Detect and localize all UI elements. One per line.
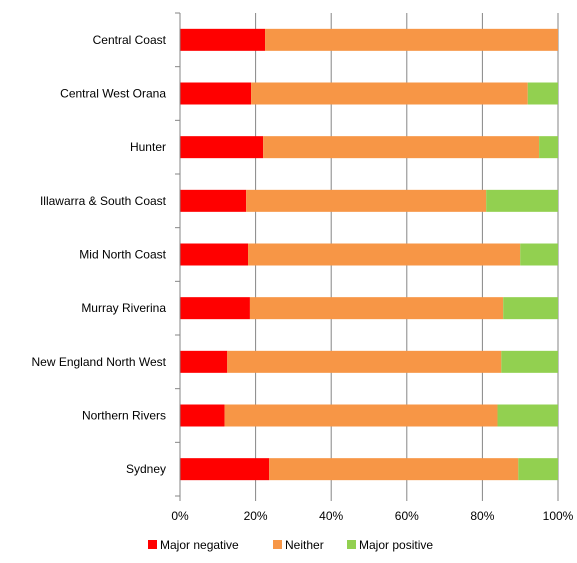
legend: Major negative Neither Major positive xyxy=(148,538,433,552)
category-label-sydney: Sydney xyxy=(126,462,166,476)
bars xyxy=(180,28,558,481)
bar-mid-north-coast-neither xyxy=(248,243,521,266)
bar-murray-riverina-major-negative xyxy=(180,297,250,320)
legend-swatch-major-positive xyxy=(347,540,356,549)
category-label-northern-rivers: Northern Rivers xyxy=(82,409,166,423)
x-tick-label: 40% xyxy=(319,509,343,523)
bar-central-west-orana-major-positive xyxy=(527,82,558,105)
bar-hunter-neither xyxy=(263,136,540,159)
x-tick-label: 100% xyxy=(543,509,574,523)
bar-murray-riverina-neither xyxy=(249,297,504,320)
bar-northern-rivers-neither xyxy=(224,404,498,427)
legend-label-major-positive: Major positive xyxy=(359,538,433,552)
x-tick-label: 0% xyxy=(171,509,189,523)
bar-northern-rivers-major-positive xyxy=(497,404,558,427)
bar-sydney-neither xyxy=(269,458,519,481)
bar-central-west-orana-neither xyxy=(251,82,528,105)
bar-hunter-major-negative xyxy=(180,136,264,159)
bar-sydney-major-positive xyxy=(518,458,558,481)
bar-central-west-orana-major-negative xyxy=(180,82,252,105)
bar-central-coast-major-negative xyxy=(180,28,266,51)
x-tick-label: 80% xyxy=(470,509,494,523)
bar-northern-rivers-major-negative xyxy=(180,404,225,427)
x-tick-label: 60% xyxy=(395,509,419,523)
category-label-mid-north-coast: Mid North Coast xyxy=(79,248,166,262)
legend-swatch-neither xyxy=(273,540,282,549)
bar-central-coast-neither xyxy=(265,28,558,51)
bar-sydney-major-negative xyxy=(180,458,270,481)
category-label-central-coast: Central Coast xyxy=(93,33,167,47)
category-label-new-england-north-west: New England North West xyxy=(31,355,166,369)
bar-new-england-north-west-major-positive xyxy=(501,350,558,373)
bar-mid-north-coast-major-positive xyxy=(520,243,558,266)
bar-illawarra-and-south-coast-neither xyxy=(246,189,487,212)
bar-murray-riverina-major-positive xyxy=(503,297,558,320)
category-label-murray-riverina: Murray Riverina xyxy=(81,301,166,315)
legend-label-major-negative: Major negative xyxy=(160,538,239,552)
category-label-central-west-orana: Central West Orana xyxy=(60,87,166,101)
bar-mid-north-coast-major-negative xyxy=(180,243,249,266)
bar-illawarra-and-south-coast-major-negative xyxy=(180,189,247,212)
bar-new-england-north-west-major-negative xyxy=(180,350,228,373)
bar-new-england-north-west-neither xyxy=(227,350,502,373)
bar-illawarra-and-south-coast-major-positive xyxy=(486,189,558,212)
category-label-illawarra-and-south-coast: Illawarra & South Coast xyxy=(40,194,167,208)
bar-hunter-major-positive xyxy=(539,136,558,159)
legend-label-neither: Neither xyxy=(285,538,324,552)
category-label-hunter: Hunter xyxy=(130,140,166,154)
x-tick-label: 20% xyxy=(244,509,268,523)
legend-swatch-major-negative xyxy=(148,540,157,549)
axes: 0% 20% 40% 60% 80% 100% Central Coast Central W… xyxy=(31,12,574,523)
